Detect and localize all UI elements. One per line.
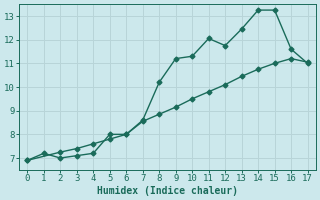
- X-axis label: Humidex (Indice chaleur): Humidex (Indice chaleur): [97, 186, 238, 196]
